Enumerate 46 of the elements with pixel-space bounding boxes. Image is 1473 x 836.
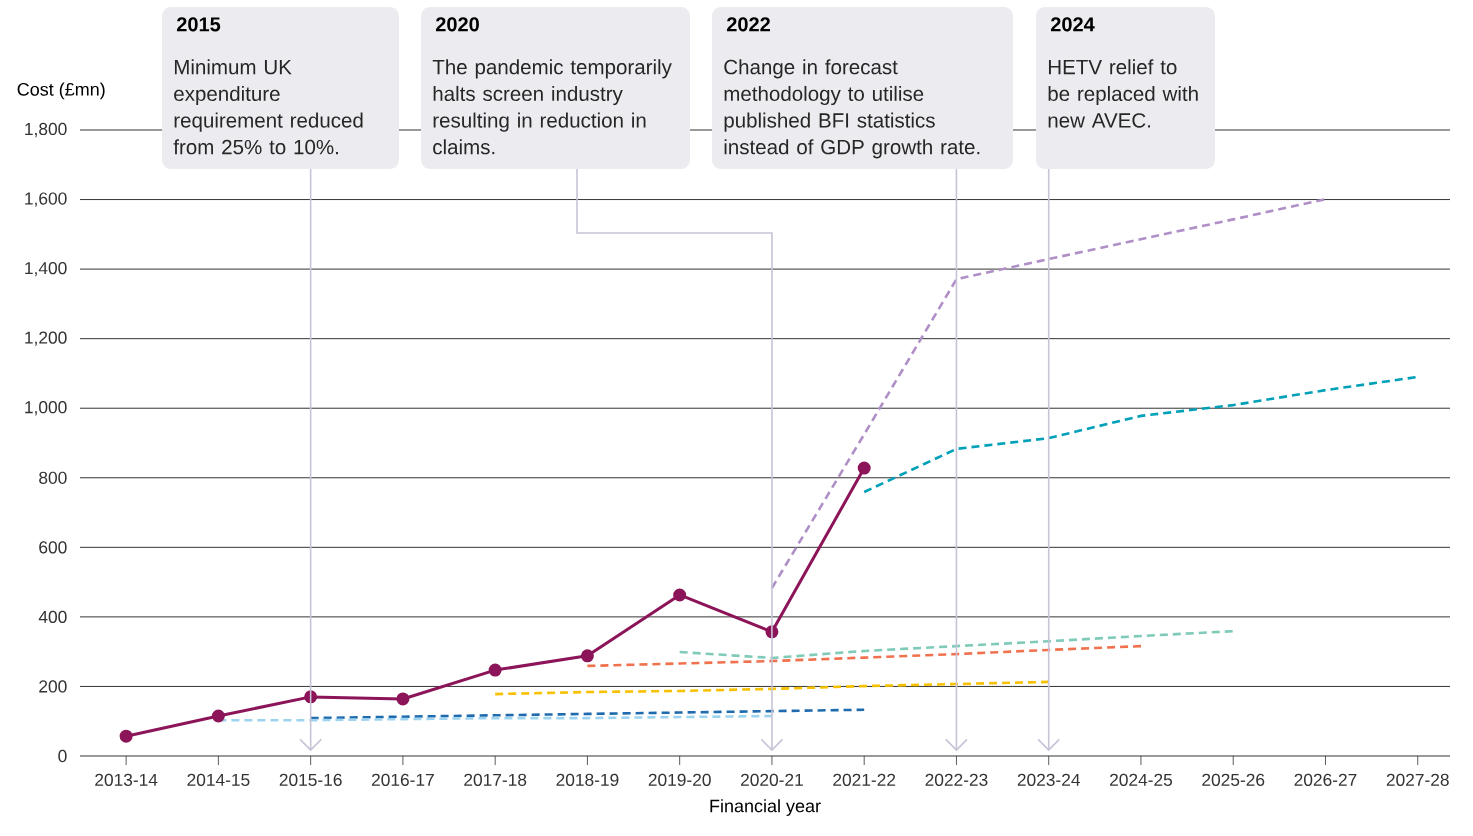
annotation: The pandemic temporarily halts screen industry resulting in reduction in claims. xyxy=(432,59,672,155)
point xyxy=(580,649,594,663)
text: 2020 xyxy=(435,17,479,32)
point xyxy=(857,461,871,475)
x-tick-label: 2019-20 xyxy=(648,773,711,786)
y-tick-label: 1,800 xyxy=(25,122,67,138)
line-series xyxy=(678,629,1235,660)
x-tick-label: 2022-23 xyxy=(925,773,988,786)
x-tick-label: 2024-25 xyxy=(1110,773,1173,786)
text: HETV relief to be replaced with new AVEC. xyxy=(1048,59,1198,128)
y-axis-title: Cost (£mn) xyxy=(17,82,105,100)
x-tick-label: 2015-16 xyxy=(279,773,342,786)
x-tick-label: 2021-22 xyxy=(833,773,896,786)
text: 2022 xyxy=(726,17,770,32)
x-tick-label: 2027-28 xyxy=(1386,773,1449,786)
y-tick-label: 1,400 xyxy=(25,261,67,277)
x-tick-label: 2014-15 xyxy=(187,773,250,786)
x-tick-label: 2016-17 xyxy=(371,773,434,786)
x-tick-label: 2023-24 xyxy=(1017,773,1080,786)
x-tick-label: 2020-21 xyxy=(741,773,803,786)
y-tick-label: 800 xyxy=(39,471,67,484)
y-tick-label: 400 xyxy=(38,610,67,624)
x-tick-label: 2025-26 xyxy=(1202,773,1265,786)
point xyxy=(488,663,502,677)
annotation: Change in forecast methodology to utilise published BFI statistics instead of GDP growth rate. xyxy=(724,59,980,159)
point xyxy=(673,588,687,602)
line-series xyxy=(309,708,866,720)
y-tick-label: 600 xyxy=(39,541,67,554)
point xyxy=(211,709,225,723)
x-tick-label: 2026-27 xyxy=(1294,773,1357,786)
text: 2024 xyxy=(1050,17,1095,32)
y-tick-label: 1,000 xyxy=(25,401,67,416)
text: 2015 xyxy=(176,17,221,32)
x-tick-label: 2013-14 xyxy=(95,773,158,786)
y-tick-label: 1,200 xyxy=(25,331,67,346)
point xyxy=(119,729,133,743)
line-series xyxy=(493,680,1051,696)
y-tick-label: 200 xyxy=(39,680,67,693)
annotation: Minimum UK expenditure requirement reduced from 25% to 10%. xyxy=(173,59,363,155)
x-axis-title: Financial year xyxy=(710,799,821,816)
x-tick-label: 2017-18 xyxy=(464,773,527,786)
point xyxy=(396,692,410,706)
line-series xyxy=(586,644,1143,668)
x-tick-label: 2018-19 xyxy=(556,773,619,786)
y-tick-label: 0 xyxy=(58,749,67,763)
y-tick-label: 1,600 xyxy=(25,192,67,207)
